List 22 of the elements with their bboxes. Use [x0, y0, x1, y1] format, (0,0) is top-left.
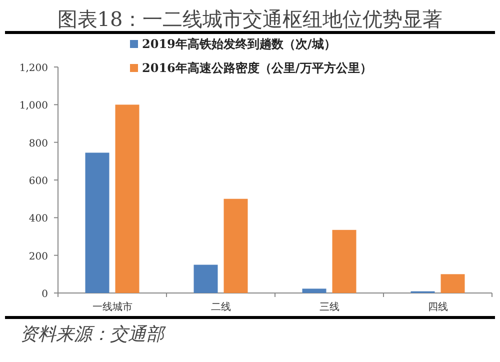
bar: [440, 274, 465, 293]
bar: [224, 198, 248, 293]
x-tick-label: 一线城市: [92, 301, 132, 313]
bar: [85, 152, 110, 293]
y-tick-label: 800: [28, 138, 48, 150]
x-tick-label: 三线: [319, 301, 340, 313]
legend-label: 2016年高速公路密度（公里/万平方公里）: [142, 61, 372, 75]
chart-title: 图表18：一二线城市交通枢纽地位优势显著: [57, 7, 443, 31]
legend-label: 2019年高铁始发终到趟数（次/城）: [142, 37, 336, 51]
y-tick-label: 600: [28, 176, 48, 187]
bar: [332, 230, 356, 293]
y-tick-label: 200: [28, 251, 48, 262]
x-tick-label: 四线: [428, 301, 448, 313]
bar: [115, 104, 140, 293]
bar: [194, 264, 218, 293]
y-tick-label: 1,200: [19, 63, 48, 74]
y-tick-label: 0: [42, 289, 48, 300]
y-tick-label: 1,000: [19, 100, 48, 112]
bar: [302, 288, 326, 293]
text: 资料来源：交通部: [20, 324, 166, 345]
x-tick-label: 二线: [210, 301, 231, 313]
y-tick-label: 400: [28, 214, 48, 225]
